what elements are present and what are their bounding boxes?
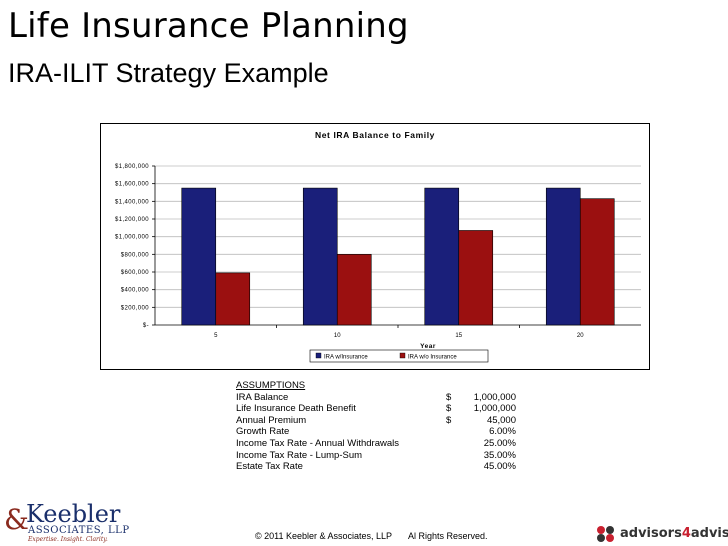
x-tick-label: 20 [577,333,584,339]
keebler-logo-name: Keebler [26,500,121,528]
keebler-logo-ampersand: & [4,503,29,536]
a4a-four: 4 [681,526,691,541]
bar-ira-without-insurance [458,230,494,326]
assumption-row: Growth Rate 6.00% [236,426,536,438]
assumption-label: IRA Balance [236,391,289,403]
assumption-row: Life Insurance Death Benefit $1,000,000 [236,403,536,415]
legend-swatch [315,352,322,359]
assumption-row: Income Tax Rate - Lump-Sum 35.00% [236,450,536,462]
a4a-logo-text: advisors4advisors [620,526,728,541]
legend-swatch [399,352,406,359]
chart-canvas: Net IRA Balance to Family $- $200,000 $400,… [115,130,641,363]
x-tick-label: 5 [214,333,218,339]
bar-ira-with-insurance [424,187,460,326]
assumptions-heading: ASSUMPTIONS [236,380,306,391]
bar-ira-with-insurance [545,187,581,326]
y-tick-label: $800,000 [121,252,149,258]
bar-ira-without-insurance [215,272,251,326]
keebler-logo: & Keebler ASSOCIATES, LLP Expertise. Ins… [4,500,129,545]
bar-ira-without-insurance [579,198,615,326]
assumption-row: Annual Premium $45,000 [236,415,536,427]
assumption-row: IRA Balance $1,000,000 [236,392,536,404]
footer-copyright: © 2011 Keebler & Associates, LLP [255,531,393,541]
y-tick-label: $1,600,000 [115,182,149,188]
assumptions-table: ASSUMPTIONS IRA Balance $1,000,000 Life In… [236,380,536,473]
assumption-row: Estate Tax Rate 45.00% [236,461,536,473]
advisors4advisors-logo: advisors4advisors [596,525,728,543]
assumption-currency: $ [446,391,452,403]
assumption-currency: $ [446,403,452,415]
assumption-label: Income Tax Rate - Lump-Sum [236,449,363,461]
footer-rights: Al Rights Reserved. [408,531,488,541]
keebler-logo-associates: ASSOCIATES, LLP [28,525,130,536]
keebler-logo-tagline: Expertise. Insight. Clarity. [28,536,108,543]
bar-chart: Net IRA Balance to Family $- $200,000 $400,… [100,123,650,370]
assumption-value: 1,000,000 [473,391,516,403]
assumption-value: 45,000 [486,414,516,426]
bar-ira-without-insurance [336,254,372,326]
chart-title: Net IRA Balance to Family [315,130,435,140]
assumption-label: Growth Rate [236,426,290,438]
x-tick-label: 10 [334,333,341,339]
assumption-label: Life Insurance Death Benefit [236,403,356,415]
legend-label: IRA w/Insurance [324,355,368,361]
x-tick-label: 15 [455,333,462,339]
assumption-currency: $ [446,414,452,426]
slide-title: Life Insurance Planning [8,6,409,46]
legend-box [309,349,489,363]
y-tick-label: $- [143,323,149,329]
a4a-mark-icon [597,526,614,542]
footer: © 2011 Keebler & Associates, LLP Al Righ… [255,531,488,541]
y-tick-label: $1,000,000 [115,235,149,241]
assumption-label: Income Tax Rate - Annual Withdrawals [236,437,399,449]
assumption-label: Annual Premium [236,414,307,426]
y-tick-label: $600,000 [121,270,149,276]
a4a-suffix: advisors [690,526,728,541]
y-tick-label: $1,800,000 [115,164,149,170]
assumption-value: 1,000,000 [473,403,516,415]
y-tick-label: $1,400,000 [115,199,149,205]
bar-ira-with-insurance [181,187,217,326]
slide-subtitle: IRA-ILIT Strategy Example [8,58,329,88]
assumption-value: 25.00% [483,437,516,449]
y-tick-label: $400,000 [121,288,149,294]
x-axis-label: Year [420,343,436,350]
y-tick-label: $1,200,000 [115,217,149,223]
assumption-value: 6.00% [489,426,516,438]
assumption-label: Estate Tax Rate [236,461,303,473]
assumption-row: Income Tax Rate - Annual Withdrawals 25.0… [236,438,536,450]
a4a-prefix: advisors [620,526,682,541]
bar-ira-with-insurance [302,187,338,326]
assumption-value: 35.00% [483,449,516,461]
legend-label: IRA w/o Insurance [408,355,457,361]
assumption-value: 45.00% [483,461,516,473]
y-tick-label: $200,000 [121,305,149,311]
